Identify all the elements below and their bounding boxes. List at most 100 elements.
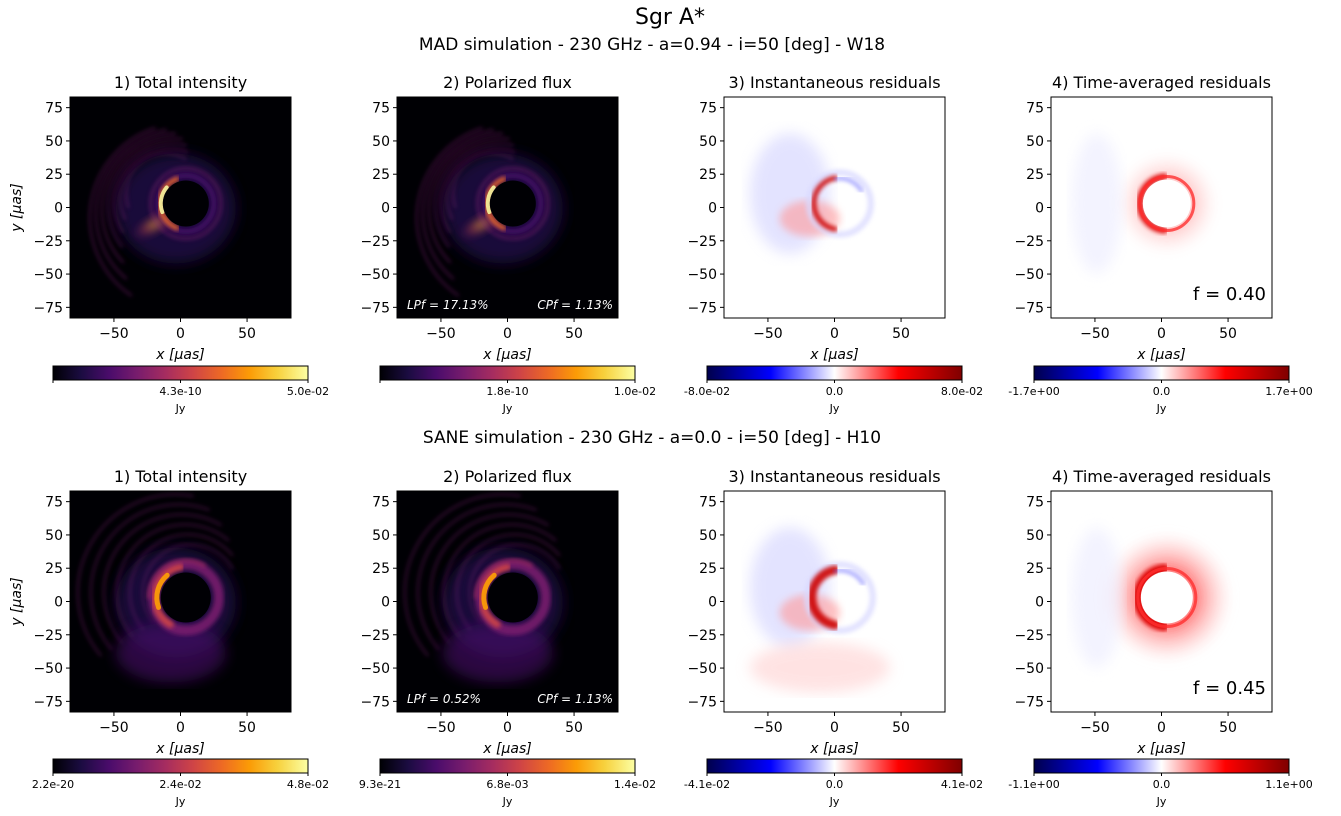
y-tick-label: −75 [360,300,390,316]
colorbar-gradient [52,365,309,381]
y-tick-label: −25 [360,628,390,644]
colorbar-gradient [1033,758,1290,774]
f-annotation: f = 0.40 [1193,284,1266,305]
colorbar-tick-label: 1.4e-02 [614,778,656,791]
x-tick-label: −50 [99,720,129,736]
colorbar-gradient [379,758,636,774]
panel-title: 1) Total intensity [114,467,247,486]
colorbar-tick-label: 0.0 [826,385,844,398]
colorbar-tick-label: 5.0e-02 [287,385,329,398]
colorbar: -1.7e+00 0.0 1.7e+00 Jy [1008,365,1313,415]
y-tick-label: 50 [45,134,63,150]
y-tick-label: −75 [687,300,717,316]
colorbar-label: Jy [175,795,186,808]
f-annotation: f = 0.45 [1193,678,1266,699]
colorbar-gradient [52,758,309,774]
colorbar-gradient [379,365,636,381]
y-tick-label: 0 [381,595,390,611]
colorbar: -8.0e-02 0.0 8.0e-02 Jy [684,365,983,415]
x-tick-label: 0 [830,720,839,736]
y-tick-label: 75 [699,101,717,117]
y-tick-label: −50 [33,267,63,283]
y-tick-label: 25 [699,561,717,577]
panel-title: 1) Total intensity [114,73,247,92]
colorbar-tick-label: 2.2e-20 [32,778,74,791]
x-axis-label: x [μas] [809,347,858,363]
y-tick-label: −75 [1014,300,1044,316]
colorbar: -4.1e-02 0.0 4.1e-02 Jy [684,758,983,808]
y-tick-label: 75 [1026,495,1044,511]
panel-title: 2) Polarized flux [443,467,572,486]
colorbar-gradient [1033,365,1290,381]
y-tick-label: 0 [54,201,63,217]
y-tick-label: 0 [708,201,717,217]
panel-1-4: 4) Time-averaged residuals −50 0 50 −75 −50 −2… [1008,73,1312,415]
y-tick-label: −75 [360,694,390,710]
y-tick-label: −25 [687,628,717,644]
y-tick-label: 25 [1026,167,1044,183]
panel-2-3: 3) Instantaneous residuals −50 0 50 −75 −50 −2… [684,467,983,808]
colorbar: -1.1e+00 0.0 1.1e+00 Jy [1008,758,1313,808]
colorbar-gradient [706,758,963,774]
heatmap-image [70,97,291,318]
x-tick-label: 0 [176,326,185,342]
panel-title: 2) Polarized flux [443,73,572,92]
y-tick-label: −25 [687,234,717,250]
panel-1-1: 1) Total intensity −50 0 50 −75 −50 −25 0 25 50 75… [9,73,329,415]
y-tick-label: 0 [1035,595,1044,611]
x-tick-label: −50 [753,720,783,736]
y-tick-label: −50 [687,661,717,677]
colorbar-tick-label: -1.1e+00 [1008,778,1059,791]
y-tick-label: −50 [360,661,390,677]
x-tick-label: 0 [1157,326,1166,342]
y-tick-label: 25 [372,561,390,577]
y-tick-label: 50 [45,528,63,544]
y-axis-label: y [μas] [9,577,25,626]
x-tick-label: 50 [238,326,256,342]
y-tick-label: 75 [45,495,63,511]
panel-2-1: 1) Total intensity −50 0 50 −75 −50 −25 0 25 50 75… [9,467,329,808]
y-tick-label: 50 [1026,134,1044,150]
colorbar-tick-label: 0.0 [826,778,844,791]
colorbar-tick-label: -4.1e-02 [684,778,730,791]
y-tick-label: −25 [1014,234,1044,250]
panel-1-2: 2) Polarized flux −50 0 50 −75 −50 −25 0 25 50 75 x… [360,73,656,415]
figure-title: Sgr A* [635,5,705,30]
y-tick-label: 75 [1026,101,1044,117]
x-axis-label: x [μas] [155,741,204,757]
heatmap-image [724,97,945,318]
colorbar-label: Jy [829,795,840,808]
colorbar-label: Jy [1156,402,1167,415]
x-axis-label: x [μas] [1136,347,1185,363]
colorbar-tick-label: 8.0e-02 [941,385,983,398]
x-tick-label: 50 [1219,326,1237,342]
y-tick-label: 75 [372,495,390,511]
y-tick-label: 50 [699,134,717,150]
y-tick-label: 25 [1026,561,1044,577]
x-tick-label: 0 [1157,720,1166,736]
y-tick-label: −75 [687,694,717,710]
x-tick-label: 50 [565,326,583,342]
x-axis-label: x [μas] [482,741,531,757]
y-tick-label: 50 [372,134,390,150]
x-axis-label: x [μas] [809,741,858,757]
x-axis-label: x [μas] [155,347,204,363]
panel-title: 3) Instantaneous residuals [728,73,940,92]
x-tick-label: −50 [426,326,456,342]
x-tick-label: 50 [1219,720,1237,736]
x-tick-label: 50 [892,720,910,736]
y-tick-label: −25 [360,234,390,250]
heatmap-image [1051,97,1272,318]
y-tick-label: 25 [699,167,717,183]
y-tick-label: 0 [381,201,390,217]
colorbar: 4.3e-10 5.0e-02 Jy [52,365,329,415]
y-tick-label: 0 [1035,201,1044,217]
colorbar-tick-label: 9.3e-21 [359,778,401,791]
y-tick-label: −50 [33,661,63,677]
colorbar: 9.3e-21 6.8e-03 1.4e-02 Jy [359,758,656,808]
panel-title: 4) Time-averaged residuals [1052,73,1271,92]
colorbar-tick-label: -8.0e-02 [684,385,730,398]
panel-2-4: 4) Time-averaged residuals −50 0 50 −75 −50 −2… [1008,467,1312,808]
y-tick-label: 0 [54,595,63,611]
